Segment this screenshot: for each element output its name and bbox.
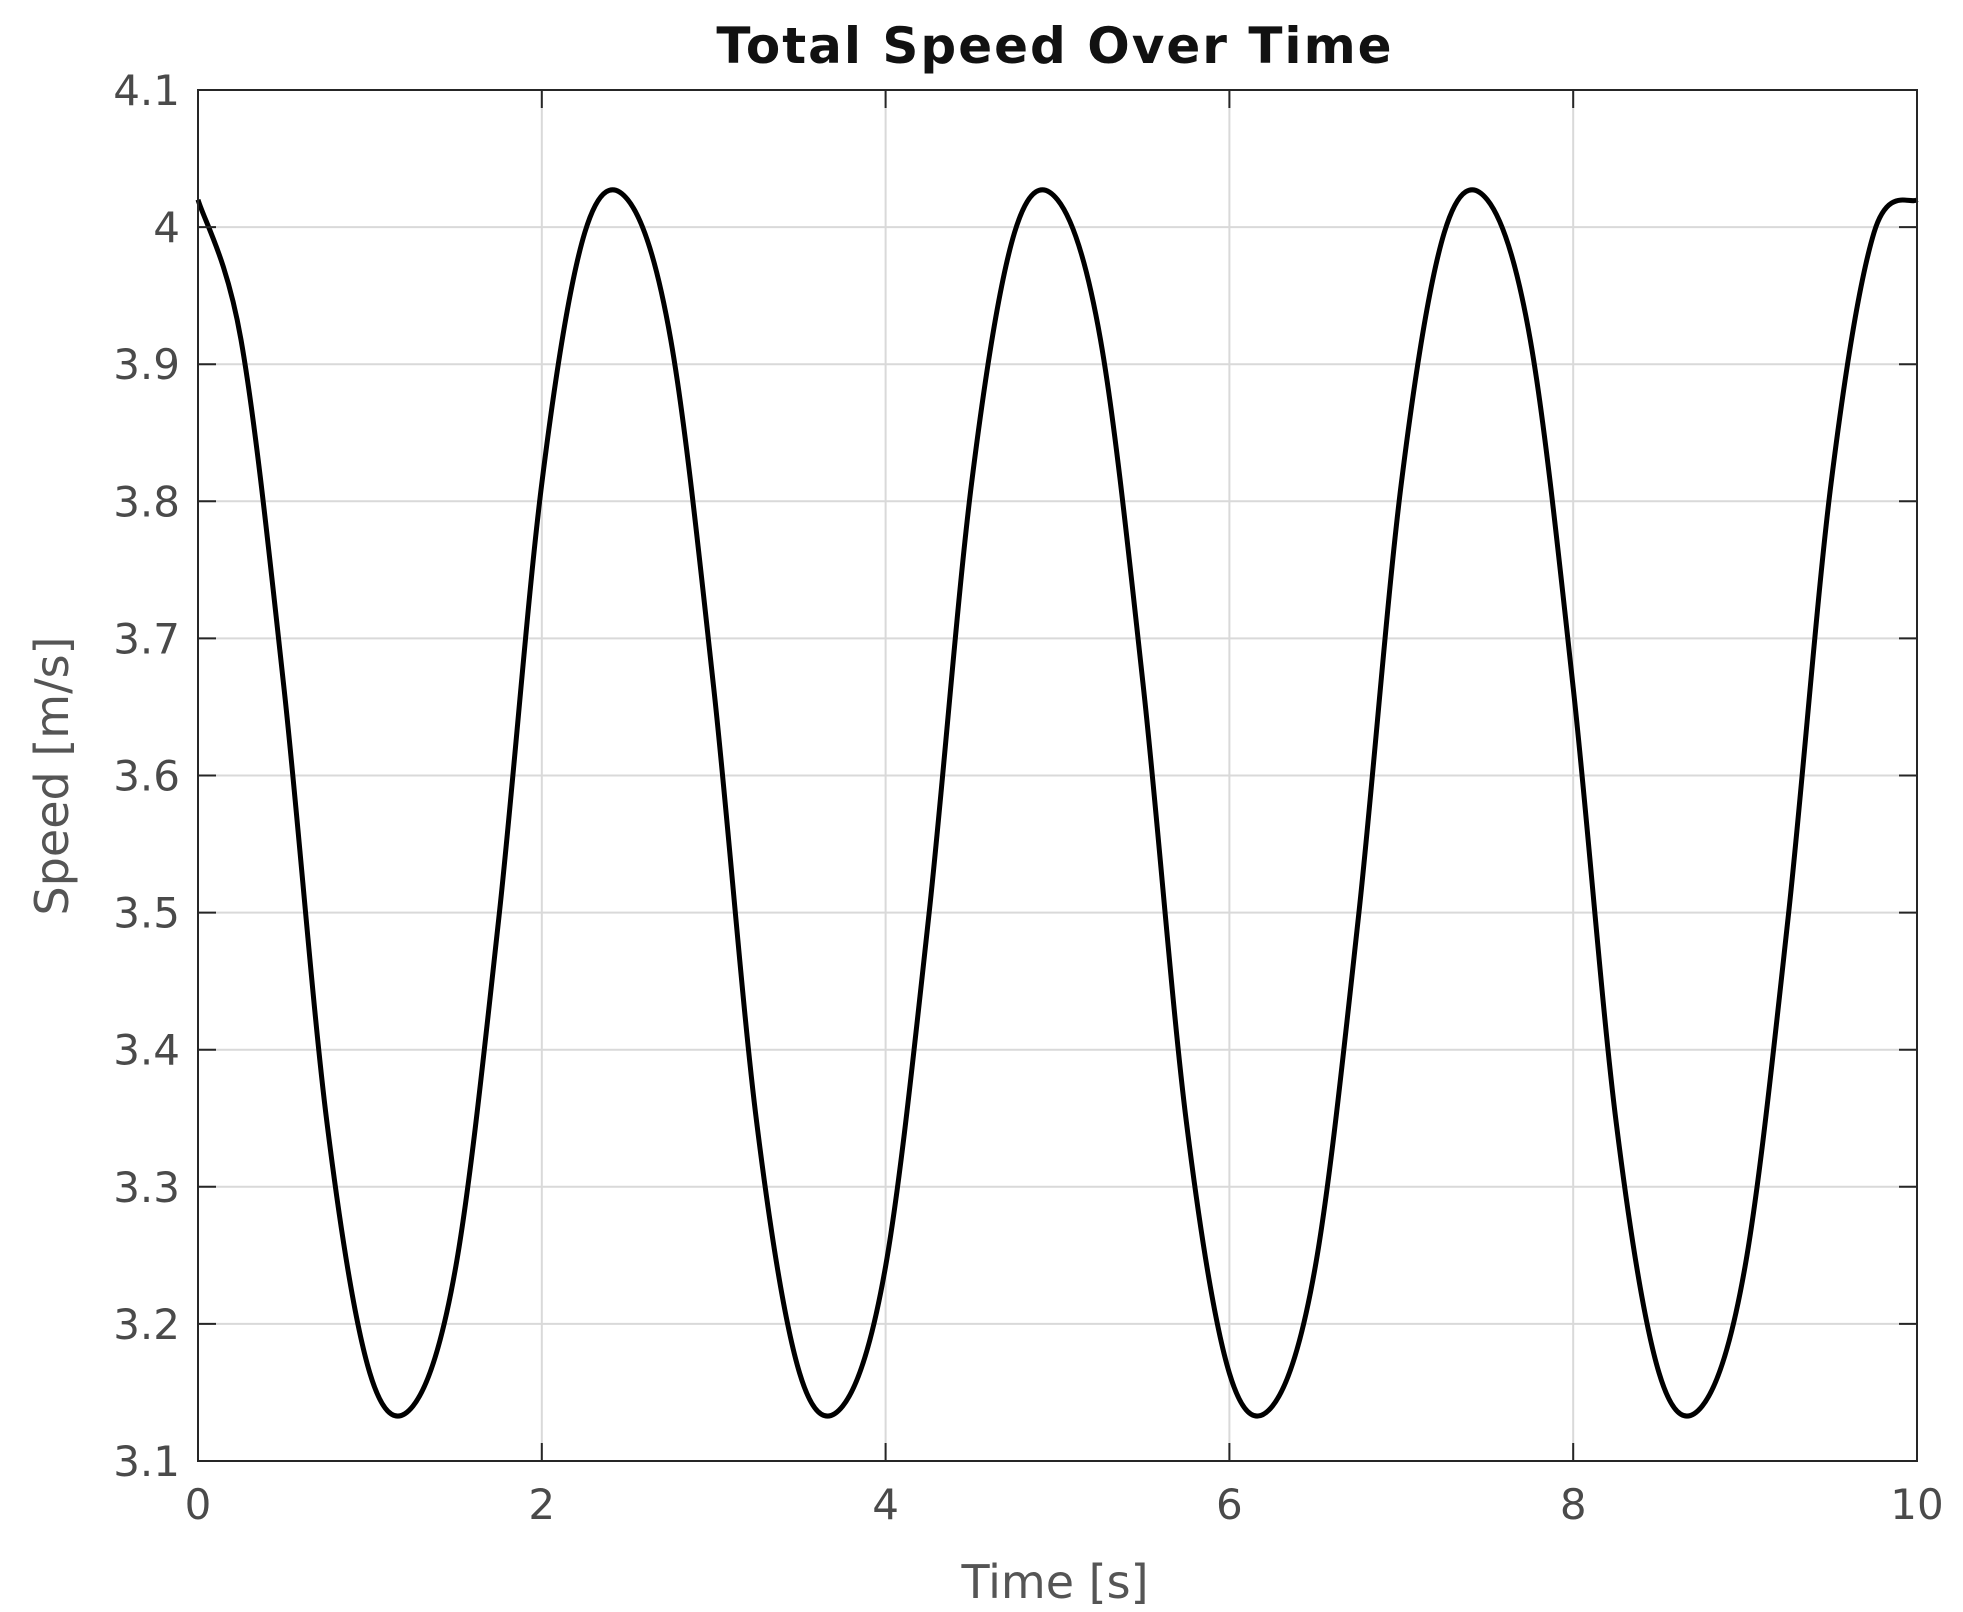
- y-tick-label: 3.1: [113, 1437, 180, 1486]
- y-tick-label: 3.8: [113, 477, 180, 526]
- y-tick-labels: 3.1 3.2 3.3 3.4 3.5 3.6 3.7 3.8 3.9 4 4.1: [113, 66, 180, 1486]
- y-tick-label: 3.6: [113, 752, 180, 801]
- y-tick-label: 3.4: [113, 1026, 180, 1075]
- x-axis-label: Time [s]: [960, 1555, 1148, 1609]
- y-tick-label: 3.3: [113, 1163, 180, 1212]
- y-tick-label: 4.1: [113, 66, 180, 115]
- tick-marks: [197, 89, 1918, 1462]
- y-tick-label: 3.7: [113, 614, 180, 663]
- x-tick-labels: 0 2 4 6 8 10: [185, 1480, 1944, 1529]
- x-tick-label: 6: [1216, 1480, 1243, 1529]
- x-tick-label: 10: [1890, 1480, 1943, 1529]
- y-tick-label: 3.2: [113, 1300, 180, 1349]
- y-axis-label: Speed [m/s]: [25, 637, 79, 916]
- x-tick-label: 0: [185, 1480, 212, 1529]
- y-tick-label: 3.9: [113, 340, 180, 389]
- y-tick-label: 4: [153, 203, 180, 252]
- plot-area: [195, 187, 1919, 1419]
- chart-title: Total Speed Over Time: [716, 17, 1393, 75]
- y-tick-label: 3.5: [113, 889, 180, 938]
- x-tick-label: 2: [528, 1480, 555, 1529]
- x-tick-label: 8: [1560, 1480, 1587, 1529]
- x-tick-label: 4: [872, 1480, 899, 1529]
- series-line: [195, 187, 1919, 1419]
